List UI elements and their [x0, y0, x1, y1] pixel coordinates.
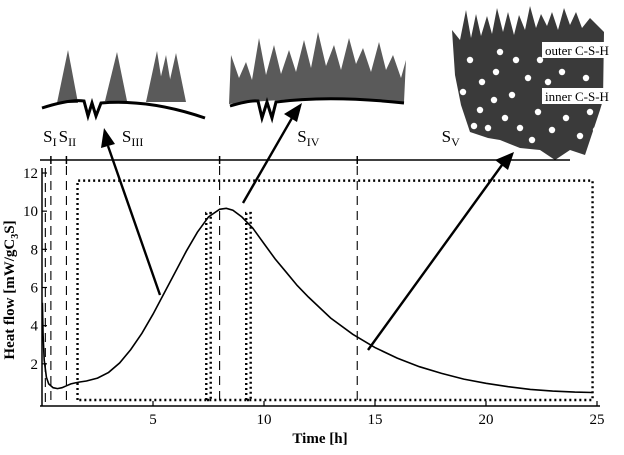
y-tick-label: 10 — [23, 204, 38, 220]
pore — [528, 136, 536, 144]
outer-csh-label: outer C-S-H — [545, 43, 609, 58]
pore — [548, 126, 556, 134]
pore — [508, 91, 516, 99]
pore — [470, 122, 478, 130]
axes-layer: 5 10 15 20 25 2 4 6 8 10 12 — [23, 166, 605, 428]
pore — [582, 74, 590, 82]
x-tick-label: 5 — [149, 412, 157, 428]
x-axis-label: Time [h] — [292, 431, 347, 447]
pore — [476, 106, 484, 114]
pore — [496, 48, 504, 56]
crystal-spike — [105, 52, 127, 101]
stage-label: SV — [442, 127, 460, 149]
arrow-stage-iv — [241, 117, 294, 204]
dotted-box — [245, 211, 252, 402]
pore — [492, 68, 500, 76]
pore — [524, 74, 532, 82]
pore — [516, 124, 524, 132]
y-axis-label: Heat flow [mW/gC3S] — [2, 220, 21, 359]
pore — [501, 114, 509, 122]
inner-csh-label: inner C-S-H — [545, 89, 609, 104]
outer-label-box — [542, 42, 612, 58]
grain-surface — [41, 97, 206, 122]
crystal-spike — [165, 53, 186, 102]
dotted-box — [205, 211, 212, 402]
pore — [490, 96, 498, 104]
stage-label: SI — [43, 127, 56, 149]
stage-label: SIII — [122, 127, 143, 149]
pore — [484, 124, 492, 132]
y-tick-label: 8 — [31, 242, 39, 258]
pore — [586, 108, 594, 116]
arrowhead — [284, 103, 302, 122]
heat-flow-curve — [41, 207, 593, 394]
pore — [562, 114, 570, 122]
pore — [536, 56, 544, 64]
stage-label: SII — [59, 127, 76, 149]
x-tick-label: 15 — [368, 412, 383, 428]
pore — [544, 78, 552, 86]
arrow-stage-iii — [106, 145, 162, 296]
arrows-layer — [101, 103, 514, 351]
pore — [534, 108, 542, 116]
arrow-stage-v — [367, 164, 503, 351]
pore-pattern — [459, 48, 600, 144]
pore — [592, 126, 600, 134]
pore — [512, 56, 520, 64]
stage-iv-micrograph — [229, 32, 406, 124]
stage-label: SIV — [297, 127, 319, 149]
dotted-box — [76, 179, 594, 402]
dotted-boxes-layer — [76, 179, 594, 402]
y-tick-label: 6 — [31, 281, 39, 297]
pore — [558, 68, 566, 76]
x-tick-label: 20 — [479, 412, 494, 428]
stage-iii-micrograph — [41, 50, 206, 122]
y-tick-label: 4 — [31, 319, 39, 335]
y-tick-label: 2 — [31, 357, 39, 373]
stage-v-micrograph: outer C-S-H inner C-S-H — [452, 6, 612, 160]
arrowhead — [495, 152, 514, 170]
inner-label-box — [542, 88, 612, 104]
micrographs: outer C-S-H inner C-S-H — [41, 6, 612, 160]
y-tick-label: 12 — [23, 166, 38, 182]
pore — [466, 56, 474, 64]
crystal-layer — [229, 32, 406, 104]
grain-surface — [229, 96, 405, 124]
pore — [576, 132, 584, 140]
x-tick-label: 25 — [590, 412, 605, 428]
x-tick-label: 10 — [257, 412, 272, 428]
crystal-spike — [57, 50, 78, 103]
pore — [459, 88, 467, 96]
pore — [478, 78, 486, 86]
arrowhead — [101, 128, 115, 148]
